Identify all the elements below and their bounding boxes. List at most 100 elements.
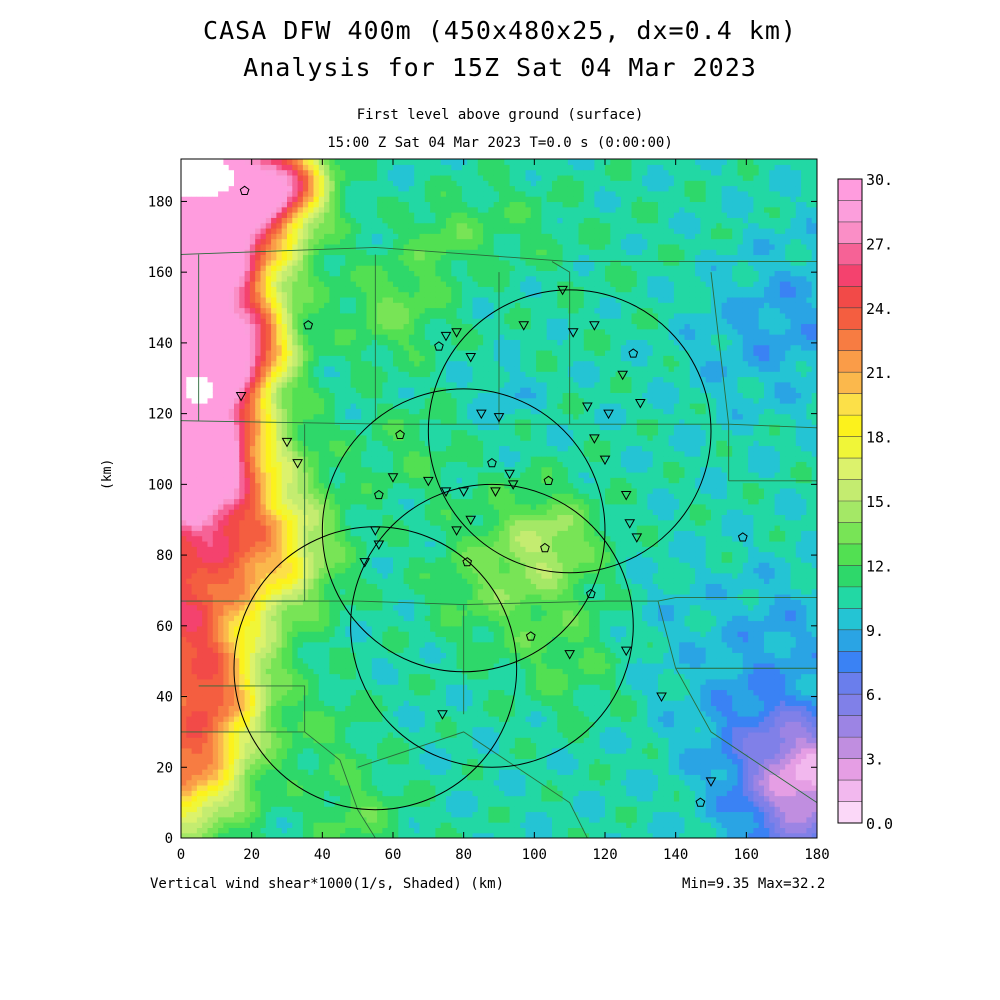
y-tick-label: 100: [148, 477, 173, 493]
colorbar-swatch: [838, 415, 862, 437]
station-pentagon-marker: [487, 457, 497, 468]
colorbar-swatch: [838, 264, 862, 287]
station-triangle-marker: [518, 321, 530, 331]
county-boundary: [181, 597, 817, 606]
county-boundaries: [181, 246, 817, 838]
range-ring: [427, 289, 712, 574]
station-pentagon-marker: [586, 588, 596, 599]
colorbar-swatch: [838, 694, 862, 716]
county-boundary: [710, 272, 730, 481]
station-triangle-marker: [493, 413, 505, 423]
station-triangle-marker: [557, 285, 568, 296]
station-triangle-marker: [458, 487, 470, 497]
station-triangle-marker: [281, 437, 293, 448]
colorbar-label: 15.: [866, 493, 893, 511]
station-triangle-marker: [440, 487, 452, 497]
station-pentagon-marker: [737, 532, 748, 542]
colorbar-label: 0.0: [866, 815, 893, 833]
y-tick-label: 60: [156, 619, 173, 635]
colorbar-frame: [837, 178, 863, 824]
colorbar-label: 30.: [866, 171, 893, 189]
x-tick-label: 160: [734, 847, 759, 863]
station-triangle-marker: [387, 473, 399, 483]
min-max-label: Min=9.35 Max=32.2: [682, 876, 826, 892]
x-axis-label: Vertical wind shear*1000(1/s, Shaded) (k…: [150, 876, 505, 892]
colorbar-swatch: [838, 543, 862, 566]
colorbar-swatch: [838, 393, 862, 416]
x-tick-label: 140: [663, 847, 688, 863]
axes: 0 20 40 60 80 100 120 140 160 180 0 20 40 60 80 100 120 1…: [148, 159, 830, 863]
y-tick-label: 0: [165, 831, 173, 847]
station-triangle-marker: [581, 402, 593, 413]
x-tick-label: 40: [314, 847, 331, 863]
station-triangle-marker: [507, 480, 519, 490]
colorbar-swatch: [838, 200, 862, 223]
x-tick-label: 0: [177, 847, 185, 863]
station-pentagon-marker: [628, 348, 639, 358]
colorbar-swatch: [838, 501, 862, 523]
colorbar-swatch: [838, 286, 862, 309]
station-triangle-marker: [235, 391, 247, 402]
level-label: First level above ground (surface): [356, 107, 644, 123]
colorbar-label: 24.: [866, 300, 893, 318]
station-pentagon-marker: [395, 429, 405, 439]
station-triangle-marker: [624, 519, 636, 529]
colorbar-label: 9.: [866, 622, 884, 640]
station-pentagon-marker: [695, 797, 706, 807]
colorbar-label: 3.: [866, 751, 884, 769]
station-pentagon-marker: [543, 475, 554, 485]
station-pentagon-marker: [462, 557, 473, 567]
colorbar-swatch: [838, 479, 862, 502]
x-tick-label: 120: [592, 847, 617, 863]
y-tick-label: 120: [148, 407, 173, 423]
colorbar-swatch: [838, 715, 862, 738]
station-pentagon-marker: [303, 320, 314, 330]
y-tick-label: 40: [156, 690, 173, 706]
station-triangle-marker: [589, 321, 600, 331]
heatmap-field: [181, 159, 817, 838]
colorbar-swatch: [838, 608, 862, 631]
station-triangle-marker: [490, 487, 501, 497]
colorbar-swatch: [838, 436, 862, 459]
colorbar-swatch: [838, 243, 862, 266]
colorbar-swatch: [838, 780, 862, 802]
station-triangle-marker: [292, 459, 303, 469]
y-tick-label: 80: [156, 548, 173, 564]
range-ring: [321, 388, 606, 673]
y-tick-label: 20: [156, 760, 173, 776]
station-triangle-marker: [373, 540, 385, 550]
station-pentagon-marker: [540, 542, 550, 553]
station-triangle-marker: [451, 526, 462, 536]
colorbar-swatch: [838, 350, 862, 373]
colorbar-swatch: [838, 565, 862, 588]
station-triangle-marker: [589, 434, 600, 444]
station-pentagon-marker: [239, 185, 250, 195]
station-triangle-marker: [504, 469, 515, 480]
station-triangle-marker: [451, 328, 462, 338]
colorbar-swatch: [838, 586, 862, 609]
y-tick-label: 160: [148, 265, 173, 281]
colorbar-swatch: [838, 179, 862, 201]
county-boundary: [181, 246, 817, 263]
colorbar-label: 27.: [866, 235, 893, 253]
y-tick-label: 140: [148, 336, 173, 352]
station-triangle-marker: [440, 331, 452, 342]
chart-subtitle: Analysis for 15Z Sat 04 Mar 2023: [243, 53, 757, 82]
station-triangle-marker: [567, 328, 579, 338]
station-triangle-marker: [465, 353, 477, 363]
station-triangle-marker: [631, 533, 643, 543]
county-boundary: [198, 685, 306, 732]
x-tick-label: 60: [385, 847, 402, 863]
colorbar-label: 12.: [866, 557, 893, 575]
y-axis-label: (km): [100, 458, 115, 490]
colorbar-swatch: [838, 758, 862, 781]
time-label: 15:00 Z Sat 04 Mar 2023 T=0.0 s (0:00:00…: [327, 135, 673, 151]
station-triangle-marker: [620, 490, 632, 501]
colorbar-swatch: [838, 801, 862, 824]
station-triangle-marker: [656, 692, 667, 703]
county-boundary: [181, 731, 376, 838]
colorbar-label: 21.: [866, 364, 893, 382]
colorbar: 0.0 3. 6. 9. 12. 15. 18. 21. 24. 27. 30.: [837, 171, 893, 833]
county-boundary: [357, 731, 588, 838]
x-tick-label: 100: [522, 847, 547, 863]
